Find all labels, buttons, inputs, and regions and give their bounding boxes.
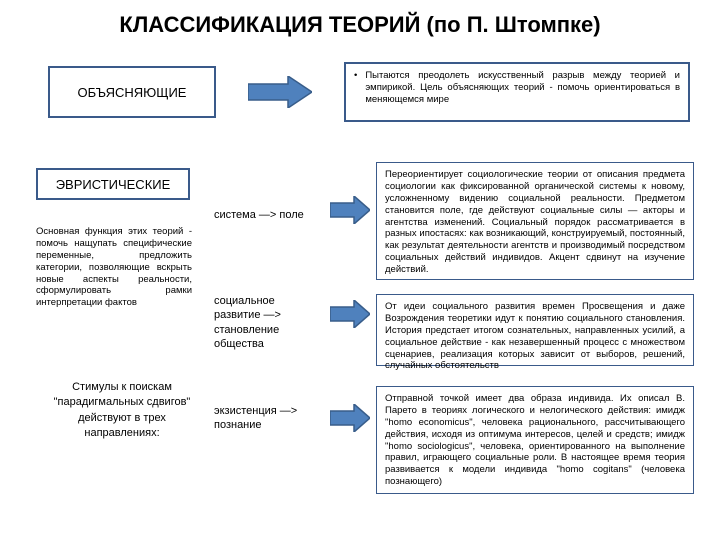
arrow-icon-4 — [330, 404, 370, 432]
mid-label-2: социальное развитие —> становление общес… — [214, 294, 324, 351]
box-heuristic-label: ЭВРИСТИЧЕСКИЕ — [56, 177, 171, 192]
box-explanatory: ОБЪЯСНЯЮЩИЕ — [48, 66, 216, 118]
box-heuristic: ЭВРИСТИЧЕСКИЕ — [36, 168, 190, 200]
arrow-icon-2 — [330, 196, 370, 224]
right-box-1: • Пытаются преодолеть искусственный разр… — [344, 62, 690, 122]
right-box-4: Отправной точкой имеет два образа индиви… — [376, 386, 694, 494]
right-box-2: Переориентирует социологические теории о… — [376, 162, 694, 280]
page-title: КЛАССИФИКАЦИЯ ТЕОРИЙ (по П. Штомпке) — [0, 0, 720, 46]
arrow-icon-1 — [248, 76, 312, 108]
bullet-icon: • — [354, 70, 357, 114]
box-explanatory-label: ОБЪЯСНЯЮЩИЕ — [78, 85, 187, 100]
right-box-1-text: Пытаются преодолеть искусственный разрыв… — [365, 70, 680, 114]
heuristic-description: Основная функция этих теорий - помочь на… — [36, 226, 192, 309]
arrow-icon-3 — [330, 300, 370, 328]
right-box-3: От идеи социального развития времен Прос… — [376, 294, 694, 366]
stimulus-text: Стимулы к поискам "парадигмальных сдвиго… — [44, 380, 200, 442]
mid-label-3: экзистенция —> познание — [214, 404, 324, 433]
mid-label-1: система —> поле — [214, 208, 324, 222]
